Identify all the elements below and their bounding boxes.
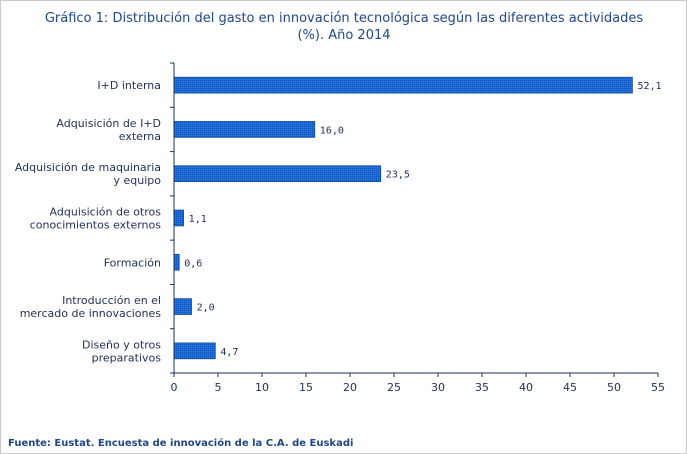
category-label-4: Adquisición de otros conocimientos extern… (30, 206, 162, 232)
category-label-1: I+D interna (97, 79, 161, 92)
bar-2 (173, 121, 316, 138)
value-label-6: 2,0 (197, 303, 215, 314)
category-label-6: Introducción en el mercado de innovacione… (20, 294, 162, 320)
bar-3 (173, 165, 382, 183)
x-tick-label-15: 15 (299, 381, 313, 394)
chart-title-line-1: Gráfico 1: Distribución del gasto en inn… (45, 11, 644, 26)
x-tick-label-45: 45 (563, 381, 577, 394)
value-label-1: 52,1 (637, 81, 661, 92)
source-note: Fuente: Eustat. Encuesta de innovación d… (8, 437, 353, 449)
x-tick-label-0: 0 (171, 381, 178, 394)
chart-title-line-2: (%). Año 2014 (297, 28, 390, 43)
value-label-5: 0,6 (184, 258, 202, 269)
x-tick-label-40: 40 (519, 381, 533, 394)
x-tick-label-20: 20 (343, 381, 357, 394)
bar-4 (173, 209, 184, 227)
value-label-2: 16,0 (320, 125, 344, 136)
value-label-4: 1,1 (189, 214, 207, 225)
x-tick-label-30: 30 (431, 381, 445, 394)
x-tick-label-10: 10 (255, 381, 269, 394)
x-tick-label-35: 35 (475, 381, 489, 394)
category-label-2: Adquisición de I+D externa (56, 117, 161, 143)
category-labels: I+D interna Adquisición de I+D externa Adqu… (15, 79, 161, 364)
bar-5 (173, 253, 180, 271)
category-label-3: Adquisición de maquinaria y equipo (15, 161, 161, 187)
bars-layer: 52,1 16,0 23,5 1,1 0,6 2,0 4,7 (173, 76, 662, 360)
x-tick-label-55: 55 (651, 381, 665, 394)
category-label-5: Formación (104, 256, 161, 269)
category-label-7: Diseño y otros preparativos (82, 338, 161, 364)
x-tick-label-25: 25 (387, 381, 401, 394)
x-tick-label-5: 5 (215, 381, 222, 394)
bar-7 (173, 342, 216, 360)
value-label-3: 23,5 (386, 170, 410, 181)
value-label-7: 4,7 (220, 347, 238, 358)
bar-1 (173, 76, 633, 94)
x-tick-label-50: 50 (607, 381, 621, 394)
axes: 0 5 10 15 20 25 30 35 40 45 50 55 (170, 62, 665, 394)
bar-6 (173, 298, 192, 315)
